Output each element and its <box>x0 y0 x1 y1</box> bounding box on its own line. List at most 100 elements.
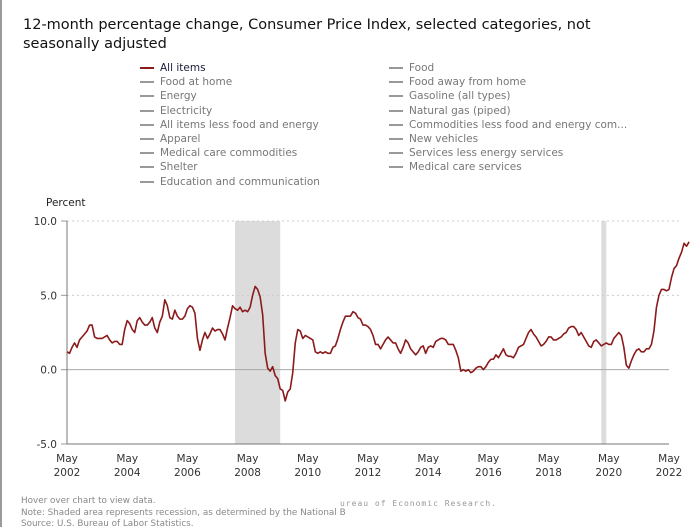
data-point[interactable] <box>668 288 670 290</box>
data-point[interactable] <box>327 352 329 354</box>
data-point[interactable] <box>194 312 196 314</box>
data-point[interactable] <box>663 288 665 290</box>
data-point[interactable] <box>409 348 411 350</box>
data-point[interactable] <box>608 343 610 345</box>
data-point[interactable] <box>277 377 279 379</box>
data-point[interactable] <box>324 351 326 353</box>
data-point[interactable] <box>154 327 156 329</box>
data-point[interactable] <box>452 343 454 345</box>
data-point[interactable] <box>372 334 374 336</box>
data-point[interactable] <box>332 346 334 348</box>
data-point[interactable] <box>113 340 115 342</box>
data-point[interactable] <box>299 330 301 332</box>
legend-item-natural-gas-piped[interactable]: Natural gas (piped) <box>389 104 627 118</box>
data-point[interactable] <box>635 349 637 351</box>
data-point[interactable] <box>384 339 386 341</box>
data-point[interactable] <box>437 339 439 341</box>
data-point[interactable] <box>83 333 85 335</box>
data-point[interactable] <box>144 324 146 326</box>
data-point[interactable] <box>246 310 248 312</box>
data-point[interactable] <box>665 290 667 292</box>
data-point[interactable] <box>329 352 331 354</box>
data-point[interactable] <box>219 328 221 330</box>
data-point[interactable] <box>236 309 238 311</box>
legend-item-medical-care-commodities[interactable]: Medical care commodities <box>140 146 320 160</box>
data-point[interactable] <box>417 351 419 353</box>
data-point[interactable] <box>542 343 544 345</box>
data-point[interactable] <box>359 318 361 320</box>
data-point[interactable] <box>367 325 369 327</box>
data-point[interactable] <box>402 346 404 348</box>
data-point[interactable] <box>565 331 567 333</box>
data-point[interactable] <box>199 349 201 351</box>
data-point[interactable] <box>598 342 600 344</box>
data-point[interactable] <box>164 299 166 301</box>
data-point[interactable] <box>414 354 416 356</box>
data-point[interactable] <box>304 334 306 336</box>
data-point[interactable] <box>337 337 339 339</box>
data-point[interactable] <box>442 337 444 339</box>
data-point[interactable] <box>495 354 497 356</box>
data-point[interactable] <box>334 345 336 347</box>
data-point[interactable] <box>149 321 151 323</box>
data-point[interactable] <box>146 324 148 326</box>
data-point[interactable] <box>530 328 532 330</box>
data-point[interactable] <box>294 342 296 344</box>
data-point[interactable] <box>204 331 206 333</box>
data-point[interactable] <box>76 346 78 348</box>
data-point[interactable] <box>174 309 176 311</box>
data-point[interactable] <box>88 324 90 326</box>
data-point[interactable] <box>500 352 502 354</box>
data-point[interactable] <box>274 374 276 376</box>
data-point[interactable] <box>603 343 605 345</box>
data-point[interactable] <box>369 328 371 330</box>
data-point[interactable] <box>613 337 615 339</box>
data-point[interactable] <box>670 276 672 278</box>
legend-item-medical-care-services[interactable]: Medical care services <box>389 160 627 174</box>
data-point[interactable] <box>169 316 171 318</box>
data-point[interactable] <box>688 241 690 243</box>
data-point[interactable] <box>625 364 627 366</box>
data-point[interactable] <box>477 365 479 367</box>
data-point[interactable] <box>485 365 487 367</box>
data-point[interactable] <box>457 357 459 359</box>
data-point[interactable] <box>527 331 529 333</box>
data-point[interactable] <box>349 315 351 317</box>
data-point[interactable] <box>131 328 133 330</box>
data-point[interactable] <box>344 315 346 317</box>
data-point[interactable] <box>289 388 291 390</box>
data-point[interactable] <box>377 343 379 345</box>
data-point[interactable] <box>387 336 389 338</box>
data-point[interactable] <box>552 339 554 341</box>
data-point[interactable] <box>588 345 590 347</box>
data-point[interactable] <box>201 339 203 341</box>
data-point[interactable] <box>126 319 128 321</box>
data-point[interactable] <box>86 330 88 332</box>
data-point[interactable] <box>422 345 424 347</box>
data-point[interactable] <box>68 352 70 354</box>
data-point[interactable] <box>557 337 559 339</box>
data-point[interactable] <box>580 331 582 333</box>
data-point[interactable] <box>66 351 68 353</box>
data-point[interactable] <box>249 306 251 308</box>
data-point[interactable] <box>502 348 504 350</box>
data-point[interactable] <box>407 342 409 344</box>
data-point[interactable] <box>136 319 138 321</box>
data-point[interactable] <box>643 351 645 353</box>
legend-item-energy[interactable]: Energy <box>140 89 320 103</box>
data-point[interactable] <box>206 337 208 339</box>
data-point[interactable] <box>216 328 218 330</box>
data-point[interactable] <box>221 333 223 335</box>
data-point[interactable] <box>555 339 557 341</box>
data-point[interactable] <box>578 334 580 336</box>
data-point[interactable] <box>562 333 564 335</box>
data-point[interactable] <box>447 343 449 345</box>
data-point[interactable] <box>96 337 98 339</box>
legend-item-commodities-less-food-and-energy-com[interactable]: Commodities less food and energy com... <box>389 118 627 132</box>
data-point[interactable] <box>91 324 93 326</box>
data-point[interactable] <box>610 343 612 345</box>
data-point[interactable] <box>226 327 228 329</box>
legend-item-electricity[interactable]: Electricity <box>140 104 320 118</box>
data-point[interactable] <box>123 328 125 330</box>
data-point[interactable] <box>382 343 384 345</box>
